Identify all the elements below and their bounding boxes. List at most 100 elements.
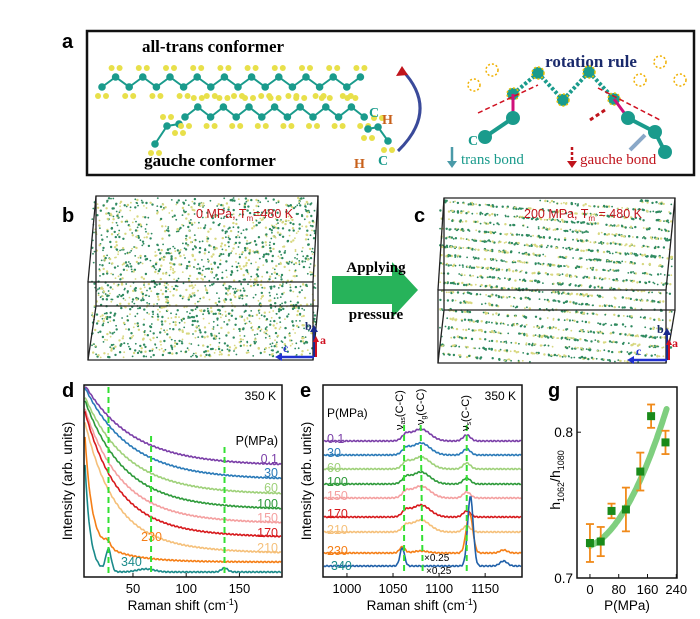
atom-dot: [580, 239, 583, 243]
atom-dot: [206, 237, 210, 240]
atom-dot: [313, 314, 317, 317]
x-tick-label: 1050: [379, 581, 408, 596]
atom-dot: [562, 282, 564, 285]
atom-dot: [250, 322, 253, 324]
atom-dot: [556, 337, 559, 339]
atom-dot: [164, 331, 167, 333]
atom-dot: [127, 261, 130, 263]
atom-dot: [208, 259, 210, 262]
atom-dot: [287, 215, 290, 218]
atom-dot: [238, 236, 241, 239]
atom-dot: [218, 353, 221, 356]
atom-dot: [165, 252, 168, 255]
atom-dot: [630, 243, 633, 246]
atom-dot: [632, 342, 635, 346]
atom-dot: [310, 214, 313, 218]
atom-dot: [582, 293, 585, 297]
atom-dot: [136, 226, 139, 229]
atom-dot: [295, 354, 298, 356]
atom-dot: [136, 215, 139, 218]
atom-dot: [112, 207, 115, 210]
atom-dot: [448, 254, 452, 257]
atom-dot: [456, 335, 460, 338]
atom-dot: [480, 266, 483, 269]
atom-dot: [449, 201, 452, 204]
atom-dot: [272, 198, 275, 201]
atom-dot: [602, 341, 606, 344]
atom-dot: [525, 343, 527, 346]
atom-dot: [269, 343, 272, 345]
atom-dot: [451, 210, 453, 212]
atom-dot: [214, 348, 217, 351]
atom-dot: [484, 302, 487, 305]
atom-dot: [101, 295, 104, 298]
atom-dot: [578, 330, 581, 333]
atom-dot: [661, 336, 663, 339]
atom-dot: [99, 330, 102, 333]
atom-dot: [488, 340, 491, 342]
condition-label-b: 0 MPa, Tm=480 K: [196, 207, 294, 223]
atom-dot: [574, 266, 578, 270]
atom-dot: [548, 326, 552, 329]
atom-dot: [577, 203, 579, 205]
atom-dot: [250, 262, 253, 265]
atom-dot: [136, 312, 139, 315]
atom-dot: [309, 352, 311, 355]
spectrum-line-0.1: [323, 427, 522, 443]
atom-dot: [519, 207, 522, 210]
atom-dot: [232, 287, 235, 290]
atom-dot: [227, 353, 230, 357]
hydrogen-atom: [271, 65, 278, 71]
atom-dot: [589, 221, 592, 224]
atom-dot: [582, 249, 585, 253]
scale-note-340: ×0.25: [426, 566, 452, 577]
atom-dot: [591, 268, 594, 271]
atom-dot: [526, 306, 528, 309]
atom-dot: [234, 346, 238, 349]
atom-dot: [599, 350, 602, 352]
atom-dot: [99, 356, 102, 359]
atom-dot: [494, 214, 496, 217]
atom-dot: [114, 235, 118, 239]
atom-dot: [311, 253, 314, 256]
atom-dot: [279, 326, 282, 329]
atom-dot: [505, 215, 507, 218]
atom-dot: [110, 197, 112, 200]
atom-dot: [512, 260, 515, 263]
atom-dot: [249, 278, 252, 281]
atom-dot: [270, 229, 273, 232]
atom-dot: [140, 276, 143, 279]
atom-dot: [112, 347, 115, 350]
hydrogen-atom: [318, 95, 325, 101]
atom-dot: [547, 228, 550, 231]
atom-dot: [155, 346, 158, 349]
atom-dot: [619, 216, 622, 219]
atom-dot: [234, 295, 237, 299]
atom-dot: [450, 336, 453, 339]
atom-dot: [173, 345, 176, 348]
atom-dot: [140, 199, 143, 202]
atom-c-label-3: C: [468, 134, 478, 149]
carbon-atom: [556, 93, 570, 107]
atom-dot: [465, 328, 468, 332]
atom-dot: [106, 294, 109, 298]
atom-dot: [150, 323, 153, 325]
atom-dot: [441, 245, 444, 249]
atom-dot: [307, 243, 310, 246]
atom-dot: [281, 235, 285, 238]
carbon-atom: [322, 103, 330, 111]
atom-dot: [108, 257, 112, 261]
atom-dot: [621, 296, 624, 299]
atom-dot: [550, 273, 552, 276]
atom-dot: [169, 247, 172, 250]
atom-dot: [110, 233, 114, 236]
atom-dot: [127, 252, 130, 255]
atom-dot: [226, 323, 229, 326]
atom-dot: [246, 199, 250, 202]
atom-dot: [158, 258, 162, 261]
atom-dot: [111, 332, 114, 335]
atom-dot: [275, 272, 279, 276]
atom-dot: [163, 284, 166, 287]
atom-dot: [205, 216, 207, 219]
atom-dot: [210, 310, 213, 313]
